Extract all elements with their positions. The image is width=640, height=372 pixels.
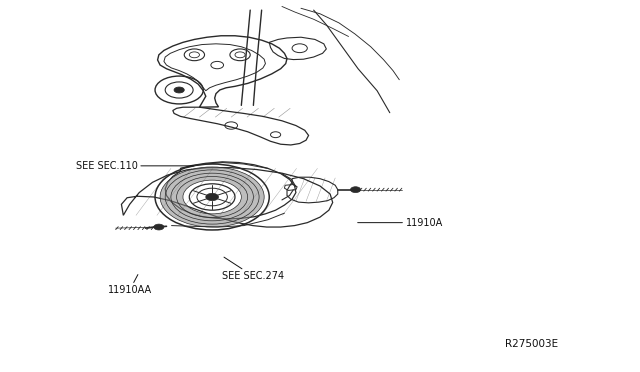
Wedge shape: [160, 167, 264, 227]
Text: SEE SEC.110: SEE SEC.110: [76, 161, 193, 171]
Circle shape: [154, 224, 164, 230]
Text: 11910A: 11910A: [358, 218, 443, 228]
Circle shape: [351, 187, 360, 193]
Text: SEE SEC.274: SEE SEC.274: [221, 257, 284, 281]
Circle shape: [206, 193, 218, 201]
Circle shape: [174, 87, 184, 93]
Text: 11910AA: 11910AA: [108, 275, 152, 295]
Text: R275003E: R275003E: [505, 339, 558, 349]
